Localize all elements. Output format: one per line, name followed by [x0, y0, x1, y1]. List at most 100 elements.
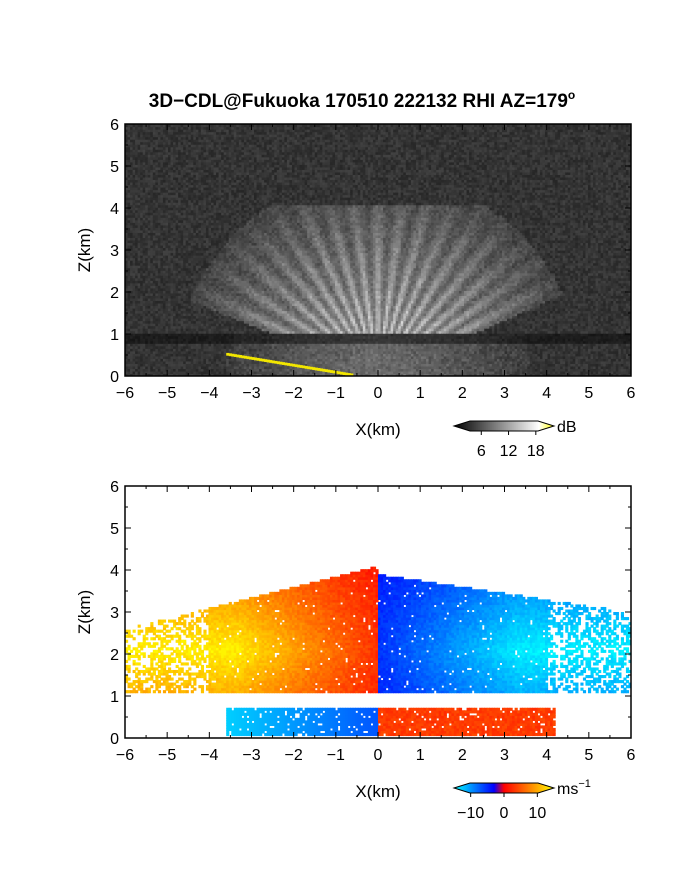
reflectivity-cell [236, 295, 240, 299]
reflectivity-cell [168, 353, 172, 357]
reflectivity-cell [132, 257, 136, 261]
reflectivity-cell [155, 313, 159, 317]
reflectivity-cell [200, 358, 205, 362]
reflectivity-cell [152, 290, 156, 294]
reflectivity-cell [205, 302, 210, 307]
reflectivity-cell [160, 262, 164, 266]
reflectivity-cell [213, 343, 217, 347]
reflectivity-cell [160, 194, 164, 198]
reflectivity-cell [147, 126, 151, 130]
reflectivity-cell [233, 184, 237, 188]
reflectivity-cell [190, 350, 194, 354]
reflectivity-cell [150, 154, 154, 158]
reflectivity-cell [155, 161, 159, 165]
reflectivity-cell [140, 310, 144, 314]
reflectivity-cell [221, 282, 225, 286]
reflectivity-cell [157, 280, 162, 284]
reflectivity-cell [218, 313, 222, 317]
reflectivity-cell [147, 151, 151, 155]
reflectivity-cell [165, 307, 169, 312]
reflectivity-cell [188, 365, 192, 370]
reflectivity-cell [205, 340, 210, 344]
reflectivity-cell [170, 229, 174, 233]
reflectivity-cell [165, 141, 169, 145]
reflectivity-cell [188, 171, 192, 175]
reflectivity-cell [162, 217, 167, 221]
reflectivity-cell [236, 328, 240, 332]
reflectivity-cell [147, 124, 151, 128]
reflectivity-cell [226, 365, 230, 370]
reflectivity-cell [150, 227, 154, 231]
reflectivity-cell [132, 209, 136, 213]
reflectivity-cell [195, 320, 199, 324]
reflectivity-cell [127, 131, 131, 135]
reflectivity-cell [183, 131, 187, 135]
reflectivity-cell [170, 242, 174, 246]
reflectivity-cell [127, 209, 131, 213]
reflectivity-cell [228, 166, 232, 170]
reflectivity-cell [195, 124, 199, 128]
reflectivity-cell [208, 250, 212, 254]
reflectivity-cell [183, 154, 187, 158]
reflectivity-cell [198, 179, 202, 183]
reflectivity-cell [208, 333, 212, 337]
reflectivity-cell [162, 310, 167, 314]
reflectivity-cell [132, 260, 136, 264]
reflectivity-cell [155, 360, 159, 364]
reflectivity-cell [132, 318, 136, 322]
reflectivity-cell [155, 202, 159, 206]
reflectivity-cell [135, 139, 139, 143]
reflectivity-cell [205, 149, 210, 153]
reflectivity-cell [152, 287, 156, 291]
reflectivity-cell [140, 267, 144, 271]
reflectivity-cell [150, 328, 154, 332]
reflectivity-cell [198, 328, 202, 332]
reflectivity-cell [135, 285, 139, 289]
reflectivity-cell [183, 124, 187, 128]
reflectivity-cell [147, 169, 151, 173]
reflectivity-cell [226, 232, 230, 236]
reflectivity-cell [178, 300, 182, 304]
reflectivity-cell [200, 267, 205, 271]
reflectivity-cell [221, 260, 225, 264]
reflectivity-cell [170, 365, 174, 370]
reflectivity-cell [218, 338, 222, 342]
reflectivity-cell [193, 285, 197, 289]
reflectivity-cell [208, 171, 212, 175]
reflectivity-cell [152, 323, 156, 327]
reflectivity-cell [231, 282, 235, 286]
reflectivity-cell [193, 144, 197, 148]
reflectivity-cell [147, 325, 151, 329]
reflectivity-cell [162, 126, 167, 130]
reflectivity-cell [211, 320, 215, 324]
reflectivity-cell [233, 224, 237, 228]
reflectivity-cell [195, 209, 199, 213]
reflectivity-cell [218, 199, 222, 203]
reflectivity-cell [193, 169, 197, 173]
reflectivity-cell [145, 297, 149, 301]
reflectivity-cell [175, 338, 179, 342]
reflectivity-cell [221, 313, 225, 317]
reflectivity-cell [233, 310, 237, 314]
reflectivity-cell [183, 368, 187, 372]
reflectivity-cell [155, 350, 159, 354]
reflectivity-cell [205, 159, 210, 163]
reflectivity-cell [208, 222, 212, 226]
reflectivity-cell [125, 171, 129, 175]
reflectivity-cell [175, 355, 179, 359]
reflectivity-cell [188, 290, 192, 294]
reflectivity-cell [205, 370, 210, 375]
reflectivity-cell [125, 280, 129, 284]
reflectivity-cell [162, 295, 167, 299]
reflectivity-cell [223, 199, 227, 203]
reflectivity-cell [183, 227, 187, 231]
reflectivity-cell [150, 335, 154, 339]
reflectivity-cell [173, 373, 177, 376]
reflectivity-cell [221, 353, 225, 357]
reflectivity-cell [142, 131, 146, 135]
reflectivity-cell [183, 126, 187, 130]
reflectivity-cell [180, 267, 184, 271]
reflectivity-cell [190, 295, 194, 299]
reflectivity-cell [175, 184, 179, 188]
reflectivity-cell [140, 242, 144, 246]
